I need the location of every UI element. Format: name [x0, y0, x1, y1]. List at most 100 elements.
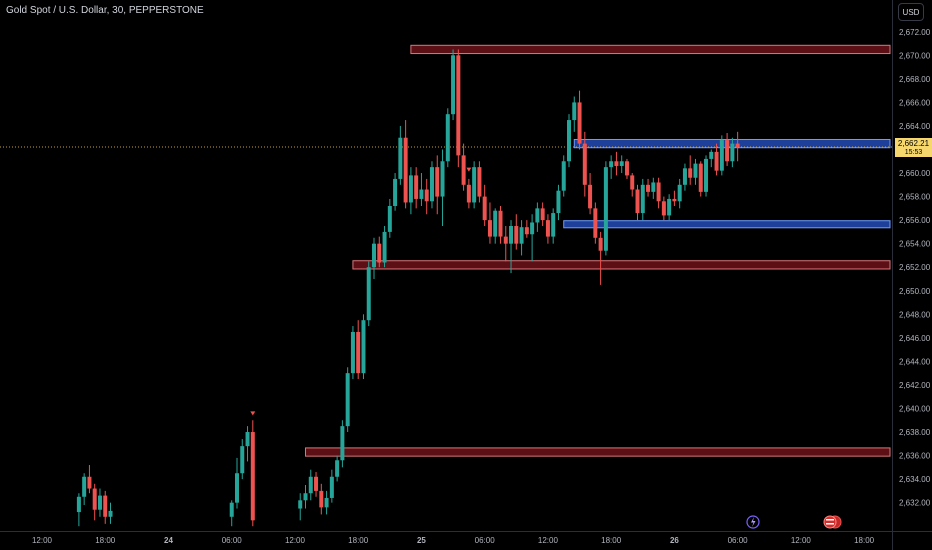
candle	[619, 155, 624, 174]
candle	[319, 483, 324, 515]
candle	[314, 472, 319, 497]
candle	[419, 173, 424, 206]
candle	[725, 133, 730, 166]
time-tick-label: 25	[417, 536, 426, 545]
candle-body	[366, 267, 371, 321]
currency-button[interactable]: USD	[898, 3, 924, 21]
candle-body	[408, 175, 413, 203]
candle	[524, 220, 529, 238]
candle	[556, 184, 561, 221]
candle-body	[97, 495, 102, 510]
candle-body	[466, 184, 471, 203]
candle-body	[234, 473, 239, 503]
candle	[551, 208, 556, 244]
price-tick-label: 2,666.00	[899, 98, 931, 107]
candle	[588, 173, 593, 215]
candle-body	[709, 151, 714, 159]
candle-body	[403, 137, 408, 203]
supply-zone	[410, 44, 891, 55]
candle	[567, 114, 571, 168]
candle-body	[567, 120, 571, 162]
candle	[503, 226, 508, 262]
candle-body	[76, 496, 81, 513]
candle-body	[561, 161, 566, 191]
candle-body	[588, 184, 593, 209]
candle	[329, 469, 334, 503]
candle-body	[609, 161, 614, 168]
candle	[451, 49, 456, 121]
price-tick-label: 2,658.00	[899, 193, 931, 202]
candle	[514, 214, 519, 250]
us-flag-event-icon[interactable]	[823, 515, 842, 529]
candle-body	[387, 205, 392, 232]
candle-body	[493, 210, 498, 237]
demand-zone	[563, 220, 891, 229]
candle-body	[440, 161, 445, 197]
candle-body	[319, 490, 324, 508]
candle-body	[340, 426, 345, 461]
candle	[535, 202, 540, 232]
candle-body	[445, 114, 450, 162]
candle	[598, 231, 603, 285]
price-tick-label: 2,634.00	[899, 475, 931, 484]
candle	[704, 155, 709, 197]
candle	[582, 131, 587, 197]
candle	[688, 155, 693, 185]
candle	[76, 493, 81, 527]
candle	[509, 220, 514, 274]
candle-body	[661, 201, 666, 216]
candle-body	[556, 190, 561, 214]
lightning-event-icon[interactable]	[746, 515, 760, 529]
price-tick-label: 2,648.00	[899, 310, 931, 319]
candle-body	[719, 140, 724, 171]
candle	[667, 194, 672, 221]
candle-body	[250, 432, 255, 521]
candle	[308, 469, 313, 501]
candle-body	[82, 476, 87, 497]
candle-body	[545, 220, 550, 237]
candle	[677, 178, 682, 209]
candle	[672, 190, 677, 206]
candle	[335, 455, 340, 482]
time-tick-label: 18:00	[95, 536, 116, 545]
candle	[382, 226, 387, 268]
candle-body	[108, 510, 113, 517]
candle	[377, 236, 382, 268]
candle	[414, 167, 419, 209]
candle	[345, 367, 350, 433]
candle	[709, 149, 714, 168]
candle-body	[92, 488, 97, 510]
candle-body	[308, 476, 313, 494]
candle	[87, 464, 92, 494]
candle	[493, 208, 498, 244]
candle	[519, 220, 524, 256]
price-tick-label: 2,632.00	[899, 499, 931, 508]
candle-body	[87, 476, 92, 489]
candle	[303, 484, 308, 509]
price-tick-label: 2,650.00	[899, 287, 931, 296]
time-tick-label: 06:00	[475, 536, 496, 545]
candle	[103, 490, 108, 524]
candle	[435, 155, 440, 215]
candle	[624, 158, 629, 179]
candle-body	[472, 167, 477, 203]
candle-body	[240, 446, 245, 474]
price-tick-label: 2,656.00	[899, 216, 931, 225]
candle-body	[424, 189, 429, 202]
candle	[340, 420, 345, 468]
candle-body	[372, 243, 377, 268]
candle-body	[461, 155, 466, 185]
time-tick-label: 18:00	[854, 536, 875, 545]
lightning-icon-ring	[746, 515, 760, 529]
price-tick-label: 2,652.00	[899, 263, 931, 272]
candle	[603, 161, 608, 256]
candle	[250, 420, 255, 527]
down-triangle-marker	[466, 167, 472, 172]
candle-body	[572, 102, 577, 121]
candle	[651, 177, 656, 199]
candle-body	[682, 168, 687, 185]
candle	[350, 326, 355, 380]
candle-body	[324, 497, 329, 508]
